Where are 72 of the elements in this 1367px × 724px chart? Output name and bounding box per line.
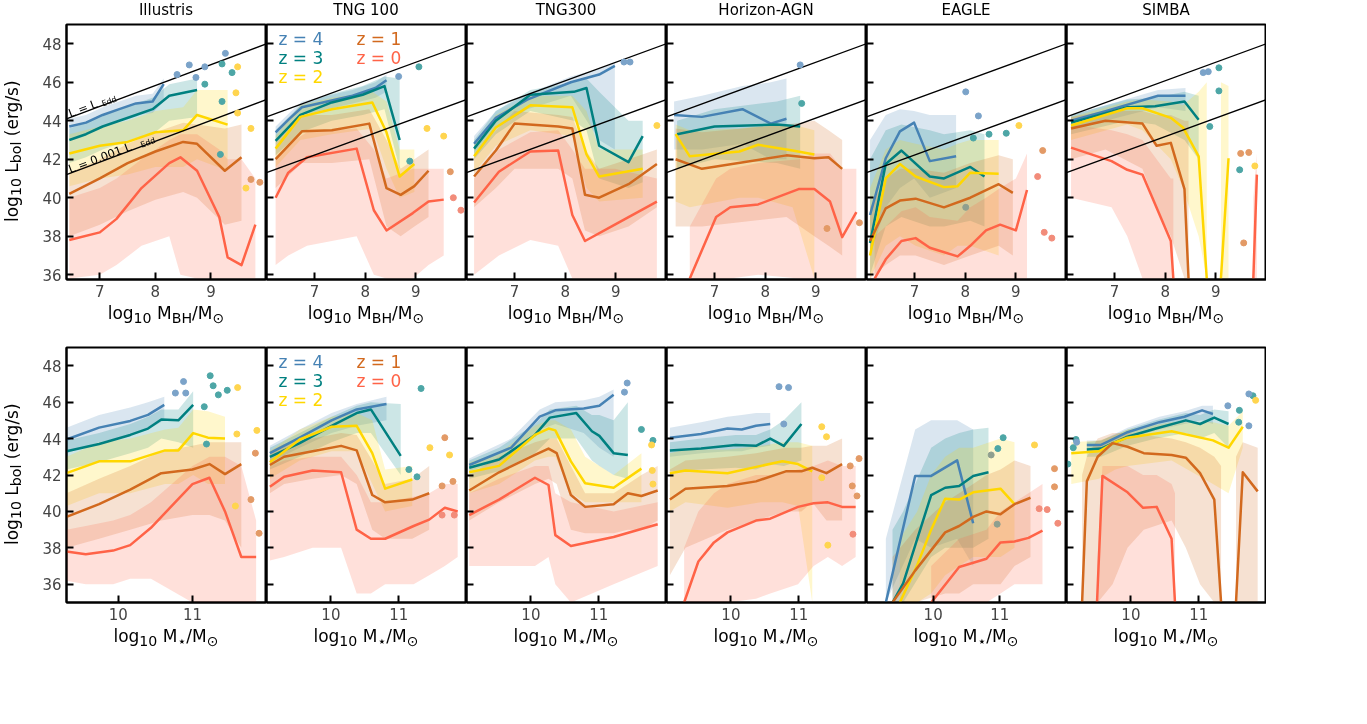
x-axis-title: log$_{10}$ M$_{⋆}$/M$_{⊙}$ — [112, 625, 220, 652]
text: z = 0 — [356, 47, 402, 68]
x-axis-title: log$_{10}$ M$_{BH}$/M$_{⊙}$ — [506, 302, 626, 329]
x-tick-label: 9 — [611, 282, 621, 301]
chart-title: TNG300 — [534, 0, 598, 21]
text: z = 4 — [278, 351, 324, 372]
chart-title: EAGLE — [940, 0, 992, 21]
y-tick-label: 46 — [42, 74, 62, 93]
chart-title: Horizon-AGN — [717, 0, 815, 21]
x-tick-label: 11 — [182, 605, 202, 624]
x-axis-title: log$_{10}$ M$_{⋆}$/M$_{⊙}$ — [512, 625, 620, 652]
chart-title: TNG 100 — [332, 0, 400, 21]
x-tick-label: 10 — [108, 605, 128, 624]
x-tick-label: 11 — [990, 605, 1010, 624]
y-tick-label: 42 — [42, 467, 62, 485]
x-tick-label: 9 — [1211, 282, 1221, 301]
x-tick-label: 10 — [923, 605, 943, 624]
x-tick-label: 11 — [589, 605, 609, 624]
y-tick-label: 40 — [42, 503, 62, 522]
x-tick-label: 11 — [789, 605, 809, 624]
x-axis-title: log$_{10}$ M$_{⋆}$/M$_{⊙}$ — [712, 625, 820, 652]
x-tick-label: 10 — [321, 605, 341, 624]
y-tick-label: 44 — [42, 430, 62, 449]
x-axis-title: log$_{10}$ M$_{⋆}$/M$_{⊙}$ — [312, 625, 420, 652]
x-tick-label: 7 — [95, 282, 105, 301]
text: z = 0 — [356, 370, 402, 391]
x-tick-label: 9 — [811, 282, 821, 301]
x-axis-title: log$_{10}$ M$_{BH}$/M$_{⊙}$ — [906, 302, 1026, 329]
x-tick-label: 11 — [1189, 605, 1209, 624]
x-tick-label: 9 — [206, 282, 216, 301]
x-tick-label: 11 — [389, 605, 409, 624]
x-axis-title: log$_{10}$ M$_{BH}$/M$_{⊙}$ — [306, 302, 426, 329]
x-tick-label: 10 — [721, 605, 741, 624]
y-tick-label: 40 — [42, 189, 62, 208]
x-tick-label: 8 — [960, 282, 971, 301]
x-tick-label: 7 — [909, 282, 920, 301]
x-tick-label: 7 — [709, 282, 720, 301]
x-tick-label: 8 — [1160, 282, 1171, 301]
x-axis-title: log$_{10}$ M$_{BH}$/M$_{⊙}$ — [706, 302, 826, 329]
x-tick-label: 9 — [411, 282, 421, 301]
y-tick-label: 46 — [42, 394, 62, 413]
x-tick-label: 8 — [360, 282, 371, 301]
y-tick-label: 38 — [42, 539, 62, 558]
text: z = 1 — [356, 28, 402, 49]
y-tick-label: 44 — [42, 112, 62, 131]
y-tick-label: 36 — [42, 576, 62, 595]
x-tick-label: 7 — [1109, 282, 1120, 301]
y-tick-label: 42 — [42, 151, 62, 170]
y-tick-label: 48 — [42, 357, 62, 376]
series-label: z = 2 — [278, 389, 324, 410]
chart-title: Illustris — [137, 0, 195, 21]
chart-title: SIMBA — [1141, 0, 1191, 21]
x-tick-label: 10 — [1121, 605, 1141, 624]
text: z = 3 — [278, 47, 324, 68]
text: z = 4 — [278, 28, 324, 49]
x-tick-label: 8 — [150, 282, 161, 301]
text: z = 1 — [356, 351, 402, 372]
x-tick-label: 8 — [760, 282, 771, 301]
x-tick-label: 7 — [309, 282, 320, 301]
x-axis-title: log$_{10}$ M$_{BH}$/M$_{⊙}$ — [1106, 302, 1226, 329]
x-tick-label: 7 — [509, 282, 520, 301]
x-axis-title: log$_{10}$ M$_{⋆}$/M$_{⊙}$ — [912, 625, 1020, 652]
y-tick-label: 36 — [42, 266, 62, 285]
series-label: z = 2 — [278, 66, 324, 87]
x-tick-label: 9 — [1011, 282, 1021, 301]
x-tick-label: 10 — [521, 605, 541, 624]
x-tick-label: 8 — [560, 282, 571, 301]
text: z = 3 — [278, 370, 324, 391]
x-axis-title: log$_{10}$ M$_{BH}$/M$_{⊙}$ — [106, 302, 226, 329]
x-axis-title: log$_{10}$ M$_{⋆}$/M$_{⊙}$ — [1112, 625, 1220, 652]
y-tick-label: 48 — [42, 35, 62, 54]
y-tick-label: 38 — [42, 228, 62, 247]
